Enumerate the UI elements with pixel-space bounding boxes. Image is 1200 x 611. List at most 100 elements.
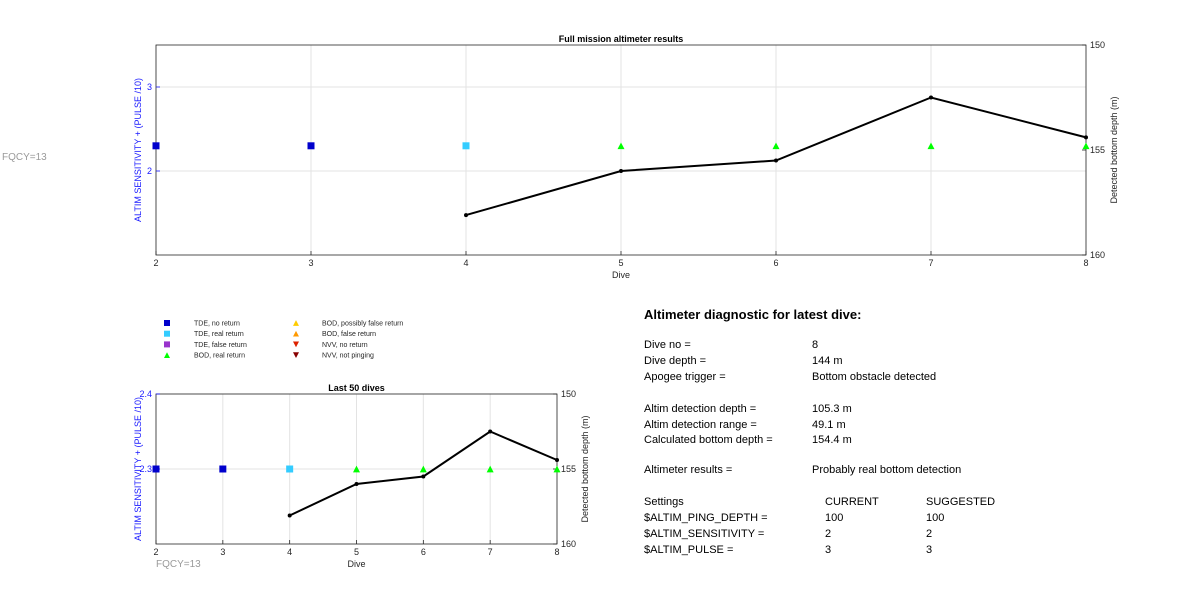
altimeter-result-marker [152, 142, 160, 150]
side-frequency-label: FQCY=13 [2, 152, 47, 163]
bottom-depth-point [774, 158, 778, 163]
setting-suggested: 100 [926, 512, 944, 524]
altimeter-result-marker [462, 142, 470, 150]
legend-label: TDE, no return [194, 321, 240, 328]
chart-legend: TDE, no return TDE, real return TDE, false… [164, 320, 403, 360]
x-tick-label: 6 [421, 547, 426, 557]
setting-suggested: 3 [926, 544, 932, 556]
y-right-tick-label: 160 [1090, 250, 1105, 260]
setting-name: $ALTIM_PING_DEPTH = [644, 512, 768, 524]
diagnostic-value: 144 m [812, 355, 843, 367]
altimeter-result-marker [219, 465, 227, 473]
setting-suggested: 2 [926, 528, 932, 540]
legend-marker [293, 341, 299, 348]
x-tick-label: 6 [773, 258, 778, 268]
x-tick-label: 5 [618, 258, 623, 268]
legend-marker [164, 341, 170, 348]
x-tick-label: 7 [488, 547, 493, 557]
y-left-tick-label: 2.4 [139, 389, 152, 399]
x-tick-label: 4 [287, 547, 292, 557]
diagnostic-title: Altimeter diagnostic for latest dive: [644, 307, 861, 322]
diagnostic-value: 154.4 m [812, 434, 852, 446]
settings-header: Settings [644, 496, 684, 508]
last-50-dives-chart: 2 3 4 5 6 7 8 2.3 2.4 150 155 160 Last 50 dives Dive A… [133, 383, 590, 570]
full-mission-chart: 2 3 4 5 6 7 8 2 3 150 155 160 Full mission altimeter… [133, 34, 1119, 280]
legend-marker [164, 320, 170, 326]
y-right-tick-label: 150 [561, 389, 576, 399]
altimeter-result-marker [419, 465, 427, 473]
x-tick-label: 8 [554, 547, 559, 557]
x-tick-label: 7 [928, 258, 933, 268]
legend-label: TDE, false return [194, 342, 247, 349]
bottom-depth-point [1084, 135, 1088, 140]
altimeter-result-marker [353, 465, 360, 473]
diagnostic-value: 49.1 m [812, 419, 846, 431]
bottom-depth-point [619, 169, 623, 173]
altimeter-result-marker [772, 142, 780, 150]
altimeter-result-marker [286, 465, 294, 473]
setting-current: 3 [825, 544, 831, 556]
legend-marker [293, 330, 299, 337]
x-axis-label: Dive [612, 270, 630, 280]
y-right-tick-label: 155 [561, 464, 576, 474]
y-left-axis-label: ALTIM SENSITIVITY + (PULSE /10) [133, 78, 143, 222]
x-tick-label: 3 [308, 258, 313, 268]
setting-current: 100 [825, 512, 843, 524]
chart-title: Full mission altimeter results [559, 34, 684, 44]
setting-name: $ALTIM_PULSE = [644, 544, 733, 556]
altimeter-result-marker [1082, 142, 1090, 150]
legend-label: BOD, possibly false return [322, 321, 403, 328]
legend-marker [164, 330, 170, 337]
legend-label: NVV, no return [322, 342, 368, 349]
y-right-axis-label: Detected bottom depth (m) [1109, 96, 1119, 203]
bottom-depth-point [488, 429, 493, 434]
altimeter-result-marker [486, 465, 494, 473]
diagnostic-label: Dive depth = [644, 355, 706, 367]
y-right-tick-label: 160 [561, 539, 576, 549]
diagnostic-label: Dive no = [644, 339, 691, 351]
chart-title: Last 50 dives [328, 383, 385, 393]
diagnostic-value: 8 [812, 339, 818, 351]
y-left-tick-label: 2 [147, 166, 152, 176]
setting-current: 2 [825, 528, 831, 540]
settings-header: CURRENT [825, 496, 879, 508]
bottom-depth-point [287, 513, 292, 518]
diagnostic-value: 105.3 m [812, 403, 852, 415]
y-right-tick-label: 150 [1090, 40, 1105, 50]
x-tick-label: 5 [354, 547, 359, 557]
y-right-tick-label: 155 [1090, 145, 1105, 155]
chart-footnote: FQCY=13 [156, 559, 201, 570]
diagnostic-label: Altim detection range = [644, 419, 757, 431]
settings-header: SUGGESTED [926, 496, 995, 508]
bottom-depth-point [354, 482, 359, 486]
diagnostic-value: Probably real bottom detection [812, 464, 961, 476]
y-right-axis-label: Detected bottom depth (m) [580, 415, 590, 522]
diagnostic-label: Calculated bottom depth = [644, 434, 773, 446]
altimeter-result-marker [617, 142, 625, 150]
bottom-depth-point [929, 95, 933, 100]
y-left-axis-label: ALTIM SENSITIVITY + (PULSE /10) [133, 397, 143, 541]
bottom-depth-point [421, 474, 426, 479]
altimeter-diagnostic-panel: Altimeter diagnostic for latest dive: Di… [644, 307, 995, 556]
x-tick-label: 2 [153, 547, 158, 557]
altimeter-result-marker [927, 142, 935, 150]
diagnostic-label: Apogee trigger = [644, 371, 726, 383]
y-left-tick-label: 2.3 [139, 464, 152, 474]
x-tick-label: 4 [463, 258, 468, 268]
altimeter-result-marker [152, 465, 160, 473]
x-tick-label: 3 [220, 547, 225, 557]
legend-label: NVV, not pinging [322, 353, 374, 360]
diagnostic-value: Bottom obstacle detected [812, 371, 936, 383]
legend-marker [164, 352, 170, 358]
diagnostic-label: Altimeter results = [644, 464, 732, 476]
x-tick-label: 8 [1083, 258, 1088, 268]
diagnostic-label: Altim detection depth = [644, 403, 756, 415]
legend-marker [293, 320, 299, 326]
altimeter-result-marker [307, 142, 315, 150]
x-axis-label: Dive [347, 559, 365, 569]
legend-label: BOD, real return [194, 353, 245, 360]
legend-label: BOD, false return [322, 331, 376, 338]
legend-label: TDE, real return [194, 331, 244, 338]
legend-marker [293, 352, 299, 358]
